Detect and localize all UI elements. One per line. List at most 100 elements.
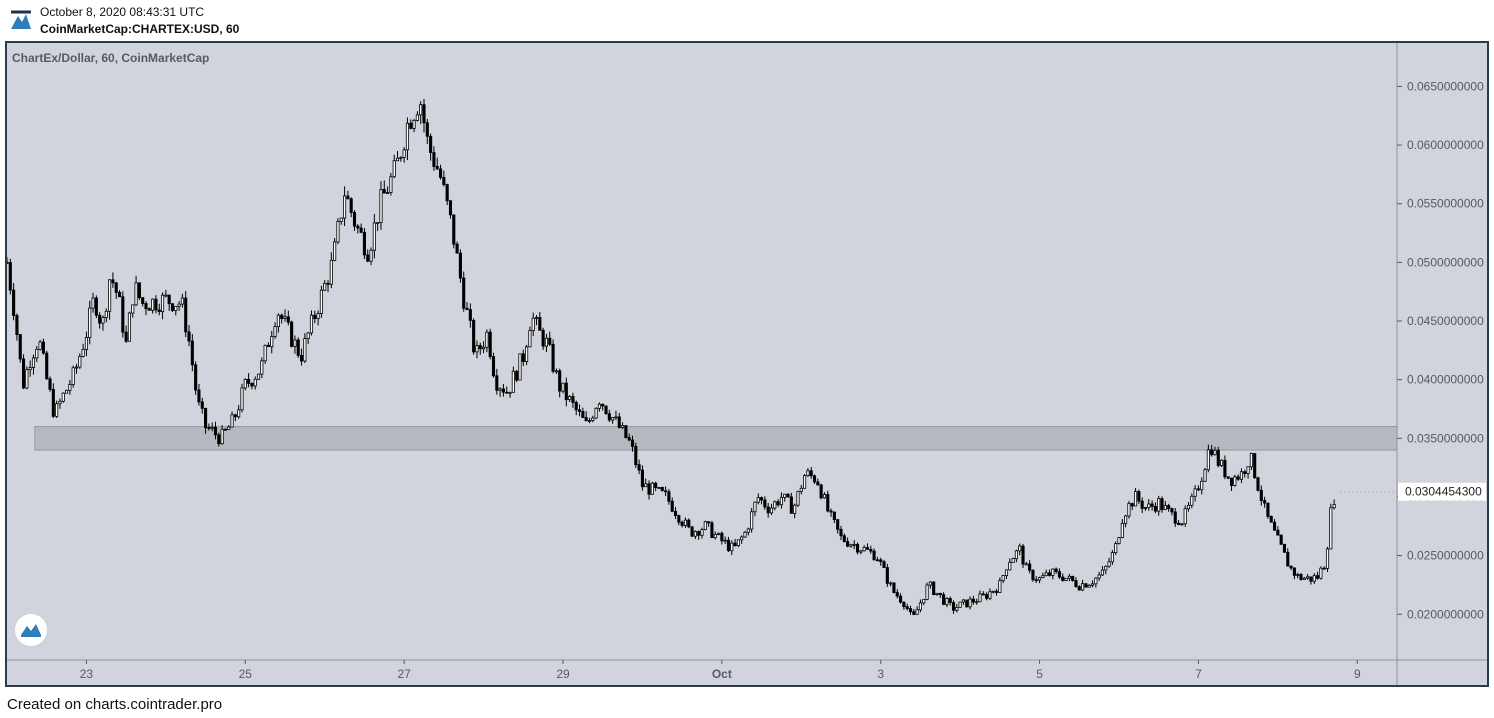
candle[interactable] <box>435 157 439 171</box>
candle[interactable] <box>994 588 999 596</box>
candle[interactable] <box>485 329 489 353</box>
candle[interactable] <box>455 241 459 254</box>
candle[interactable] <box>1259 485 1263 506</box>
candle[interactable] <box>975 598 979 605</box>
candle[interactable] <box>1001 574 1005 584</box>
candle[interactable] <box>290 320 294 348</box>
candle[interactable] <box>809 467 813 479</box>
candle[interactable] <box>12 282 16 321</box>
candle[interactable] <box>551 339 555 374</box>
candle[interactable] <box>147 307 151 311</box>
candle[interactable] <box>746 527 750 536</box>
candle[interactable] <box>680 520 684 528</box>
candle[interactable] <box>1140 497 1144 514</box>
candle[interactable] <box>51 383 55 418</box>
candle[interactable] <box>905 603 909 611</box>
candle[interactable] <box>710 520 714 539</box>
candle[interactable] <box>548 331 552 347</box>
candle[interactable] <box>488 328 492 360</box>
candle[interactable] <box>1213 446 1217 456</box>
candle[interactable] <box>61 392 65 403</box>
candle[interactable] <box>981 591 985 596</box>
candle[interactable] <box>1243 469 1247 478</box>
candle[interactable] <box>1094 577 1098 588</box>
candle[interactable] <box>84 331 88 357</box>
candle[interactable] <box>806 468 810 477</box>
candle[interactable] <box>333 237 337 262</box>
candle[interactable] <box>955 603 959 613</box>
candle[interactable] <box>1210 444 1214 457</box>
candle[interactable] <box>1047 569 1052 577</box>
candle[interactable] <box>270 330 274 354</box>
candle[interactable] <box>247 373 251 388</box>
candle[interactable] <box>21 354 26 390</box>
candle[interactable] <box>237 404 241 419</box>
candle[interactable] <box>647 480 651 500</box>
candle[interactable] <box>432 146 436 171</box>
candle[interactable] <box>98 312 102 329</box>
candle[interactable] <box>184 290 188 338</box>
candle[interactable] <box>160 292 165 320</box>
candle[interactable] <box>445 183 449 206</box>
candle[interactable] <box>561 382 565 394</box>
candle[interactable] <box>415 111 419 122</box>
cointrader-watermark-icon[interactable] <box>15 614 47 646</box>
candle[interactable] <box>1143 507 1148 511</box>
candle[interactable] <box>872 548 876 561</box>
candle[interactable] <box>359 223 363 234</box>
candle[interactable] <box>690 526 694 538</box>
candle[interactable] <box>157 303 161 316</box>
candle[interactable] <box>571 392 575 408</box>
candle[interactable] <box>336 218 340 245</box>
candle[interactable] <box>756 493 760 505</box>
candle[interactable] <box>15 313 19 341</box>
candle[interactable] <box>200 397 204 414</box>
candle[interactable] <box>1038 576 1042 584</box>
candle[interactable] <box>1153 502 1157 514</box>
candle[interactable] <box>425 118 429 145</box>
candle[interactable] <box>518 353 522 381</box>
candle[interactable] <box>991 590 995 594</box>
candle[interactable] <box>233 413 237 422</box>
candle[interactable] <box>472 318 476 355</box>
candle[interactable] <box>816 478 820 486</box>
candle[interactable] <box>1220 459 1224 468</box>
candle[interactable] <box>1014 549 1018 563</box>
candle[interactable] <box>1206 444 1210 473</box>
candle[interactable] <box>273 322 277 339</box>
candle[interactable] <box>644 478 648 488</box>
candle[interactable] <box>621 422 625 430</box>
candle[interactable] <box>700 527 704 539</box>
candle[interactable] <box>256 373 261 380</box>
candle[interactable] <box>1302 576 1306 580</box>
candle[interactable] <box>326 280 330 293</box>
candle[interactable] <box>1170 507 1174 516</box>
candle[interactable] <box>495 368 499 395</box>
candle[interactable] <box>640 465 644 491</box>
candle[interactable] <box>1203 467 1207 482</box>
candle[interactable] <box>740 535 744 544</box>
candle[interactable] <box>515 369 519 383</box>
candle[interactable] <box>386 186 390 195</box>
candle[interactable] <box>594 407 598 420</box>
candle[interactable] <box>932 581 936 596</box>
candle[interactable] <box>597 402 601 412</box>
candle[interactable] <box>339 217 343 225</box>
candle[interactable] <box>776 499 780 507</box>
candle[interactable] <box>1100 566 1105 576</box>
candle[interactable] <box>121 291 125 338</box>
candle[interactable] <box>45 350 49 380</box>
candle[interactable] <box>1064 577 1068 582</box>
candle[interactable] <box>1018 543 1022 556</box>
candle[interactable] <box>1021 543 1025 568</box>
candle[interactable] <box>429 133 433 161</box>
candle[interactable] <box>1289 565 1293 571</box>
candle[interactable] <box>356 224 360 234</box>
candle[interactable] <box>875 556 879 562</box>
candle[interactable] <box>773 500 777 511</box>
candle[interactable] <box>1223 455 1227 480</box>
candle[interactable] <box>707 521 711 527</box>
candle[interactable] <box>329 252 333 289</box>
candle[interactable] <box>885 563 889 587</box>
candle[interactable] <box>65 389 69 394</box>
